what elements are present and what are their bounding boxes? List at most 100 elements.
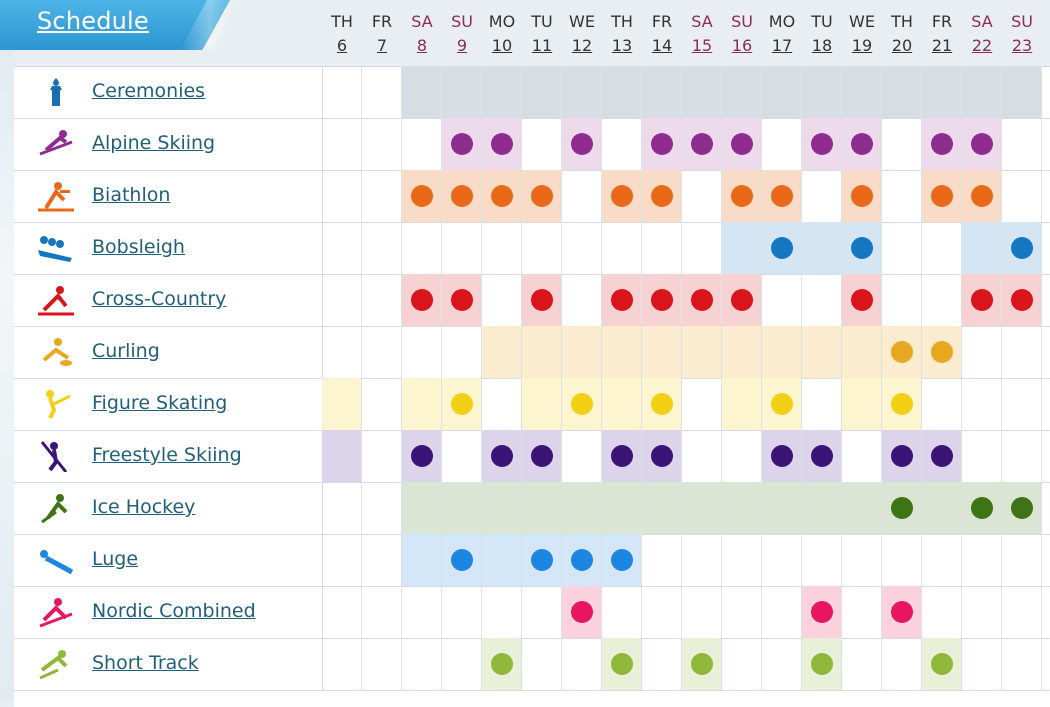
- schedule-cell[interactable]: [802, 118, 842, 170]
- sport-name-link[interactable]: Biathlon: [92, 184, 171, 206]
- schedule-cell[interactable]: [682, 222, 722, 274]
- schedule-cell[interactable]: [962, 534, 1002, 586]
- schedule-cell[interactable]: [682, 66, 722, 118]
- schedule-cell[interactable]: [842, 430, 882, 482]
- schedule-cell[interactable]: [602, 274, 642, 326]
- schedule-title-link[interactable]: Schedule: [37, 7, 149, 35]
- schedule-cell[interactable]: [642, 170, 682, 222]
- schedule-cell[interactable]: [562, 638, 602, 690]
- schedule-cell[interactable]: [602, 326, 642, 378]
- schedule-cell[interactable]: [762, 66, 802, 118]
- day-number-link[interactable]: 11: [531, 36, 553, 55]
- schedule-cell[interactable]: [962, 222, 1002, 274]
- schedule-cell[interactable]: [682, 482, 722, 534]
- schedule-cell[interactable]: [842, 274, 882, 326]
- schedule-cell[interactable]: [1002, 222, 1042, 274]
- medal-event-dot[interactable]: [531, 445, 553, 467]
- schedule-cell[interactable]: [562, 66, 602, 118]
- sport-name-link[interactable]: Cross-Country: [92, 288, 227, 310]
- medal-event-dot[interactable]: [1011, 237, 1033, 259]
- schedule-cell[interactable]: [802, 170, 842, 222]
- schedule-cell[interactable]: [722, 534, 762, 586]
- medal-event-dot[interactable]: [531, 289, 553, 311]
- schedule-cell[interactable]: [722, 326, 762, 378]
- schedule-cell[interactable]: [562, 222, 602, 274]
- schedule-cell[interactable]: [442, 274, 482, 326]
- medal-event-dot[interactable]: [811, 445, 833, 467]
- day-number-link[interactable]: 22: [971, 36, 993, 55]
- day-number-link[interactable]: 20: [891, 36, 913, 55]
- schedule-cell[interactable]: [762, 326, 802, 378]
- schedule-cell[interactable]: [642, 118, 682, 170]
- schedule-cell[interactable]: [762, 638, 802, 690]
- schedule-cell[interactable]: [922, 638, 962, 690]
- medal-event-dot[interactable]: [771, 237, 793, 259]
- day-number-link[interactable]: 13: [611, 36, 633, 55]
- medal-event-dot[interactable]: [731, 289, 753, 311]
- schedule-cell[interactable]: [482, 274, 522, 326]
- schedule-cell[interactable]: [362, 482, 402, 534]
- medal-event-dot[interactable]: [891, 445, 913, 467]
- schedule-cell[interactable]: [442, 430, 482, 482]
- schedule-cell[interactable]: [362, 378, 402, 430]
- schedule-cell[interactable]: [842, 222, 882, 274]
- schedule-cell[interactable]: [402, 222, 442, 274]
- schedule-cell[interactable]: [1002, 430, 1042, 482]
- schedule-cell[interactable]: [882, 430, 922, 482]
- schedule-cell[interactable]: [402, 170, 442, 222]
- schedule-cell[interactable]: [802, 326, 842, 378]
- schedule-cell[interactable]: [402, 326, 442, 378]
- schedule-cell[interactable]: [482, 170, 522, 222]
- medal-event-dot[interactable]: [611, 289, 633, 311]
- medal-event-dot[interactable]: [691, 653, 713, 675]
- schedule-cell[interactable]: [522, 638, 562, 690]
- medal-event-dot[interactable]: [851, 289, 873, 311]
- schedule-cell[interactable]: [442, 170, 482, 222]
- schedule-cell[interactable]: [522, 66, 562, 118]
- medal-event-dot[interactable]: [971, 185, 993, 207]
- day-number-link[interactable]: 6: [336, 36, 348, 55]
- schedule-cell[interactable]: [482, 326, 522, 378]
- schedule-cell[interactable]: [642, 66, 682, 118]
- schedule-cell[interactable]: [522, 482, 562, 534]
- schedule-cell[interactable]: [562, 534, 602, 586]
- schedule-cell[interactable]: [442, 378, 482, 430]
- schedule-cell[interactable]: [842, 170, 882, 222]
- schedule-cell[interactable]: [322, 170, 362, 222]
- schedule-cell[interactable]: [522, 378, 562, 430]
- medal-event-dot[interactable]: [651, 289, 673, 311]
- schedule-cell[interactable]: [482, 534, 522, 586]
- medal-event-dot[interactable]: [891, 601, 913, 623]
- day-number-link[interactable]: 16: [731, 36, 753, 55]
- schedule-cell[interactable]: [922, 66, 962, 118]
- schedule-cell[interactable]: [922, 222, 962, 274]
- schedule-cell[interactable]: [602, 482, 642, 534]
- schedule-cell[interactable]: [602, 378, 642, 430]
- day-number-link[interactable]: 18: [811, 36, 833, 55]
- schedule-cell[interactable]: [842, 482, 882, 534]
- schedule-cell[interactable]: [562, 326, 602, 378]
- medal-event-dot[interactable]: [571, 393, 593, 415]
- schedule-cell[interactable]: [642, 638, 682, 690]
- medal-event-dot[interactable]: [771, 393, 793, 415]
- schedule-cell[interactable]: [842, 638, 882, 690]
- schedule-cell[interactable]: [482, 378, 522, 430]
- schedule-cell[interactable]: [442, 638, 482, 690]
- schedule-cell[interactable]: [482, 430, 522, 482]
- medal-event-dot[interactable]: [851, 133, 873, 155]
- schedule-cell[interactable]: [882, 118, 922, 170]
- schedule-cell[interactable]: [522, 430, 562, 482]
- schedule-cell[interactable]: [402, 378, 442, 430]
- medal-event-dot[interactable]: [731, 133, 753, 155]
- sport-name-link[interactable]: Freestyle Skiing: [92, 444, 242, 466]
- schedule-cell[interactable]: [682, 170, 722, 222]
- schedule-cell[interactable]: [922, 274, 962, 326]
- schedule-cell[interactable]: [682, 274, 722, 326]
- schedule-cell[interactable]: [442, 66, 482, 118]
- schedule-cell[interactable]: [602, 534, 642, 586]
- schedule-cell[interactable]: [642, 430, 682, 482]
- schedule-cell[interactable]: [322, 638, 362, 690]
- schedule-cell[interactable]: [1002, 482, 1042, 534]
- schedule-cell[interactable]: [722, 586, 762, 638]
- schedule-cell[interactable]: [722, 222, 762, 274]
